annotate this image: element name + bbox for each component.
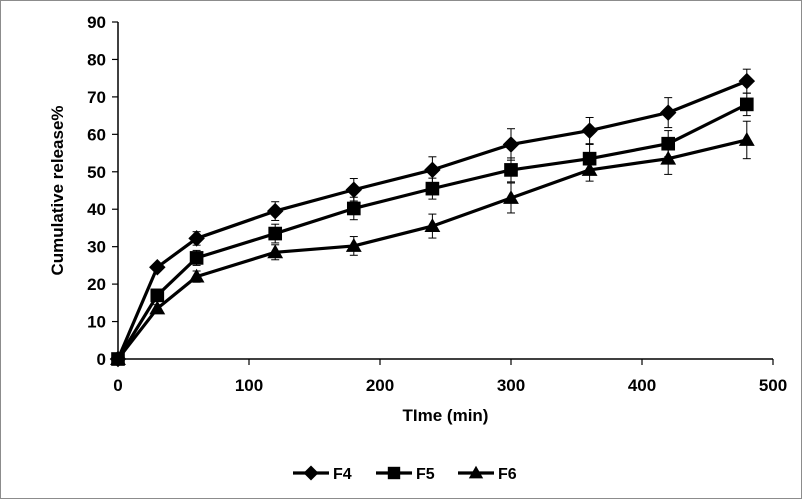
data-point (424, 218, 441, 233)
data-point (503, 190, 519, 204)
data-point (425, 181, 440, 196)
data-point (266, 202, 284, 220)
data-point (188, 268, 205, 283)
legend: F4 F5 F6 (293, 465, 517, 483)
data-point (659, 104, 677, 121)
y-tick-label: 70 (87, 88, 106, 107)
axes-group: 0 10 20 30 40 50 60 70 80 90 0 100 200 300 400 500 (87, 13, 787, 395)
data-point (738, 72, 756, 90)
legend-marker (468, 465, 484, 479)
data-point (188, 230, 205, 247)
y-tick-label: 90 (87, 13, 106, 32)
y-tick-label: 20 (87, 275, 106, 294)
y-axis-title: Cumulative release% (48, 105, 67, 275)
x-tick-label: 500 (759, 376, 787, 395)
data-point (739, 97, 754, 112)
legend-item-f6: F6 (458, 465, 517, 483)
data-point (149, 259, 166, 276)
x-tick-label: 0 (113, 376, 122, 395)
legend-label: F5 (416, 466, 435, 483)
data-point (660, 150, 677, 165)
data-point (110, 351, 126, 365)
y-tick-label: 30 (87, 238, 106, 257)
y-tick-label: 50 (87, 163, 106, 182)
x-tick-label: 100 (235, 376, 263, 395)
data-point (345, 181, 363, 199)
y-tick-label: 60 (87, 125, 106, 144)
series-line (116, 102, 748, 360)
legend-item-f5: F5 (376, 466, 435, 483)
legend-marker (387, 466, 401, 480)
y-tick-label: 10 (87, 313, 106, 332)
data-point (268, 226, 283, 241)
data-point (738, 132, 755, 146)
data-point (504, 163, 518, 177)
data-point (581, 161, 598, 176)
legend-label: F4 (333, 466, 352, 483)
data-point (189, 251, 204, 265)
data-point (424, 161, 441, 179)
x-axis-title: TIme (min) (403, 406, 489, 425)
series-f6 (110, 120, 755, 365)
y-tick-label: 0 (97, 350, 106, 369)
x-tick-label: 300 (497, 376, 525, 395)
series-line (116, 79, 748, 360)
data-point (149, 300, 166, 315)
legend-label: F6 (498, 466, 517, 483)
data-point (581, 122, 598, 139)
x-tick-label: 400 (628, 376, 656, 395)
x-tick-label: 200 (366, 376, 394, 395)
series-layer (109, 68, 756, 368)
legend-marker (303, 465, 319, 481)
y-tick-label: 40 (87, 200, 106, 219)
data-point (502, 136, 520, 153)
data-point (150, 288, 165, 303)
y-tick-label: 80 (87, 50, 106, 69)
data-point (346, 201, 361, 216)
legend-item-f4: F4 (293, 465, 352, 483)
series-line (116, 138, 748, 360)
data-point (267, 244, 284, 259)
data-point (345, 237, 362, 252)
